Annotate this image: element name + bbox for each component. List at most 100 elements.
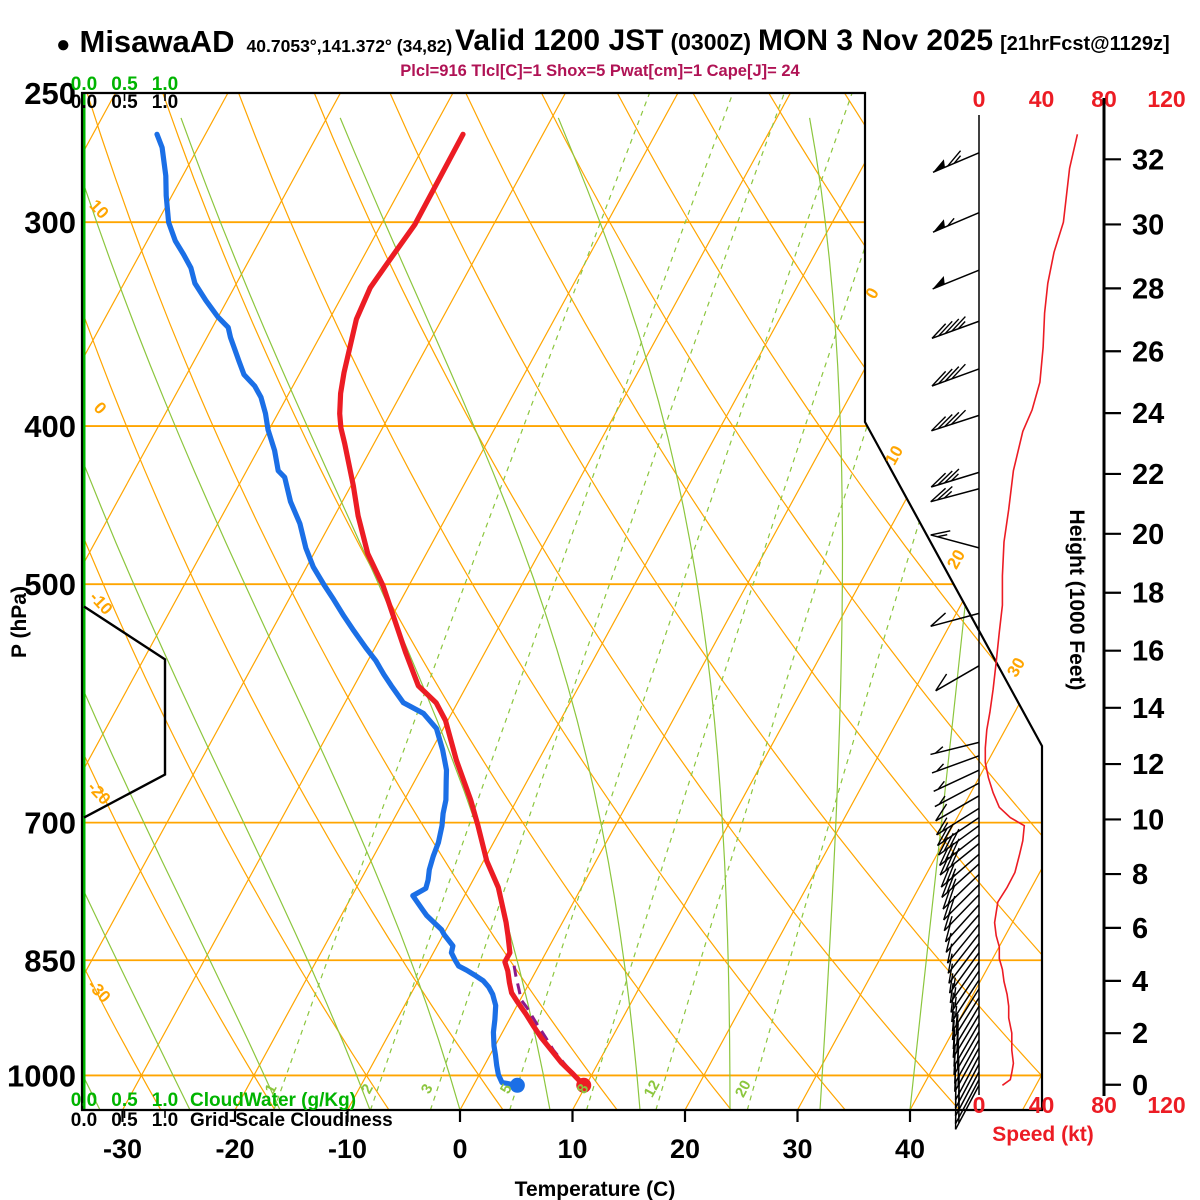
temp-tick-label: 10 bbox=[557, 1134, 587, 1164]
barb-full bbox=[930, 472, 947, 488]
dry-adiabat-line bbox=[82, 93, 390, 1110]
surface-temperature-dot bbox=[576, 1077, 592, 1093]
barb-half bbox=[937, 780, 945, 790]
height-tick-label: 12 bbox=[1132, 749, 1164, 781]
wind-barb bbox=[950, 970, 980, 1013]
barb-half bbox=[950, 473, 959, 482]
wind-barb bbox=[951, 979, 980, 1023]
mixing-ratio-line bbox=[509, 93, 853, 1110]
speed-scale-bottom: 40 bbox=[1029, 1092, 1055, 1118]
barb-full bbox=[941, 878, 950, 898]
barb-full bbox=[930, 487, 947, 503]
speed-scale-bottom: 0 bbox=[973, 1092, 986, 1118]
pressure-tick-label: 700 bbox=[24, 806, 76, 841]
barb-full bbox=[938, 368, 953, 385]
pressure-tick-label: 400 bbox=[24, 409, 76, 444]
wind-barb bbox=[932, 269, 980, 290]
valid-time: Valid 1200 JST bbox=[455, 24, 664, 57]
barb-staff bbox=[934, 782, 980, 808]
barb-half bbox=[936, 763, 945, 772]
wind-barb bbox=[931, 363, 980, 387]
barb-full bbox=[942, 900, 951, 921]
dry-adiabat-line bbox=[82, 93, 276, 1110]
barb-full bbox=[951, 1011, 955, 1032]
height-tick-label: 32 bbox=[1132, 144, 1164, 176]
barb-full bbox=[944, 411, 960, 427]
wind-barb bbox=[949, 961, 980, 1004]
temp-tick-label: -10 bbox=[328, 1134, 367, 1164]
sounding-indices: Plcl=916 Tlcl[C]=1 Shox=5 Pwat[cm]=1 Cap… bbox=[400, 62, 800, 80]
isotherm-line bbox=[571, 93, 1042, 1110]
height-axis-label: Height (1000 Feet) bbox=[1065, 510, 1088, 691]
temperature-curve bbox=[337, 131, 587, 1088]
pressure-tick-label: 500 bbox=[24, 567, 76, 602]
barb-full bbox=[947, 953, 953, 974]
cloudwater-scale-bottom: 0.0 bbox=[71, 1090, 97, 1111]
speed-scale-bottom: 80 bbox=[1091, 1092, 1117, 1118]
wind-barbs bbox=[930, 150, 980, 1130]
wind-barb bbox=[931, 316, 980, 340]
barb-full bbox=[954, 1071, 957, 1092]
barb-full bbox=[955, 1014, 959, 1035]
height-tick-label: 0 bbox=[1132, 1070, 1148, 1102]
barb-full bbox=[943, 911, 951, 931]
barb-full bbox=[939, 856, 949, 876]
height-tick-label: 20 bbox=[1132, 519, 1164, 551]
barb-full bbox=[947, 150, 962, 167]
speed-scale-top: 40 bbox=[1029, 86, 1055, 112]
wind-barb bbox=[930, 530, 980, 549]
cloudwater-scale-bottom: 1.0 bbox=[152, 1090, 178, 1111]
barb-full bbox=[956, 1048, 960, 1069]
height-tick-label: 30 bbox=[1132, 209, 1164, 241]
barb-full bbox=[940, 868, 950, 888]
pressure-tick-label: 250 bbox=[24, 76, 76, 111]
wind-barb bbox=[954, 1084, 980, 1130]
barb-full bbox=[930, 416, 947, 432]
isotherm-label: 10 bbox=[881, 442, 907, 468]
barb-full bbox=[943, 832, 954, 852]
mixing-ratio-line bbox=[585, 93, 919, 1110]
barb-full bbox=[944, 922, 952, 943]
barb-full bbox=[944, 366, 960, 382]
valid-time-utc: (0300Z) bbox=[670, 29, 752, 55]
height-tick-label: 16 bbox=[1132, 636, 1164, 668]
wind-barb bbox=[944, 904, 980, 943]
barb-full bbox=[945, 932, 952, 953]
pressure-tick-label: 1000 bbox=[7, 1058, 76, 1093]
plot-frame bbox=[80, 91, 1044, 1112]
cloudiness-scale-bottom: 0.5 bbox=[111, 1110, 138, 1131]
cloudiness-scale-top: 0.0 bbox=[71, 92, 97, 113]
barb-half bbox=[951, 878, 957, 889]
barb-staff bbox=[946, 923, 980, 964]
barb-half bbox=[941, 822, 949, 832]
wind-barb bbox=[930, 741, 980, 756]
barb-full bbox=[948, 973, 954, 994]
height-tick-label: 28 bbox=[1132, 273, 1164, 305]
mixing-ratio-line bbox=[429, 93, 785, 1110]
barb-half bbox=[934, 746, 944, 754]
moist-adiabat-line bbox=[82, 117, 461, 1110]
barb-staff bbox=[930, 612, 980, 628]
height-tick-label: 2 bbox=[1132, 1018, 1148, 1050]
barb-staff bbox=[931, 755, 980, 774]
mixing-ratio-line bbox=[655, 93, 977, 1110]
height-tick-label: 10 bbox=[1132, 804, 1164, 836]
dry-adiabat-label: -30 bbox=[84, 976, 115, 1007]
dewpoint-curve bbox=[154, 131, 520, 1088]
mixing-ratio-line bbox=[746, 93, 1042, 1110]
barb-full bbox=[936, 485, 953, 501]
cloudiness-axis-label: Grid-Scale Cloudiness bbox=[190, 1110, 393, 1131]
moist-adiabat-line bbox=[82, 117, 191, 1110]
temp-tick-label: -30 bbox=[103, 1134, 142, 1164]
pressure-tick-label: 300 bbox=[24, 205, 76, 240]
speed-scale-top: 120 bbox=[1147, 86, 1185, 112]
wind-barb bbox=[947, 933, 980, 974]
dry-adiabat-line bbox=[86, 93, 618, 1110]
barb-full bbox=[942, 823, 954, 842]
barb-full bbox=[949, 838, 960, 858]
barb-full bbox=[937, 836, 949, 856]
barb-full bbox=[948, 963, 954, 984]
wind-barb bbox=[930, 409, 980, 432]
barb-pennant bbox=[932, 276, 945, 289]
height-tick-label: 14 bbox=[1132, 693, 1164, 725]
